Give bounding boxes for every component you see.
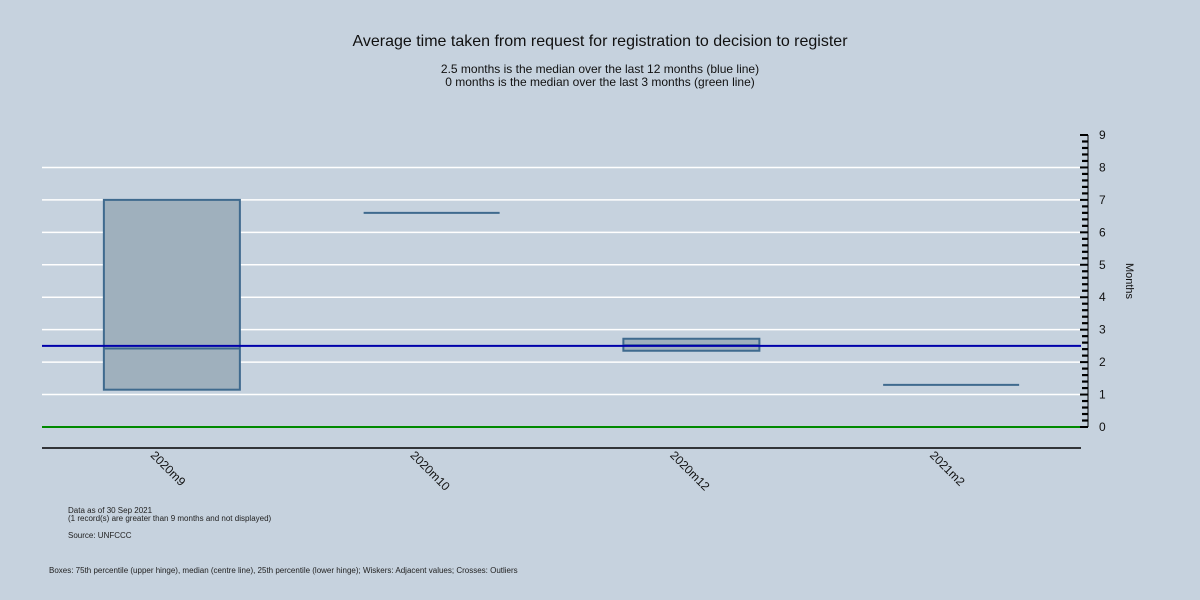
x-axis-tick-labels: 2020m9 2020m10 2020m12 2021m2 <box>148 448 968 494</box>
y-tick-label-1: 1 <box>1099 388 1106 402</box>
y-tick-label-8: 8 <box>1099 160 1106 174</box>
boxes <box>102 198 1020 391</box>
y-tick-label-5: 5 <box>1099 258 1106 272</box>
y-tick-label-0: 0 <box>1099 420 1106 434</box>
chart-title: Average time taken from request for regi… <box>352 33 848 50</box>
x-tick-label-2021m2: 2021m2 <box>927 448 968 489</box>
note-source: Source: UNFCCC <box>68 531 132 540</box>
box-2020m9 <box>102 198 241 391</box>
note-data-as-of: Data as of 30 Sep 2021 <box>68 506 153 515</box>
x-tick-label-2020m12: 2020m12 <box>667 448 713 494</box>
note-records-excluded: (1 record(s) are greater than 9 months a… <box>68 514 272 523</box>
x-tick-label-2020m10: 2020m10 <box>408 448 454 494</box>
chart-subtitle-green-line: 0 months is the median over the last 3 m… <box>445 75 755 89</box>
x-tick-label-2020m9: 2020m9 <box>148 448 189 489</box>
y-tick-label-4: 4 <box>1099 290 1106 304</box>
y-axis: 0 1 2 3 4 5 6 7 8 9 <box>1080 128 1106 434</box>
reference-lines <box>42 344 1081 428</box>
y-tick-label-7: 7 <box>1099 193 1106 207</box>
y-tick-label-3: 3 <box>1099 323 1106 337</box>
y-tick-label-2: 2 <box>1099 355 1106 369</box>
y-axis-label: Months <box>1123 263 1135 300</box>
chart-subtitle-blue-line: 2.5 months is the median over the last 1… <box>440 62 760 76</box>
y-tick-label-9: 9 <box>1099 128 1106 142</box>
y-tick-label-6: 6 <box>1099 225 1106 239</box>
note-legend-explanation: Boxes: 75th percentile (upper hinge), me… <box>49 566 518 575</box>
